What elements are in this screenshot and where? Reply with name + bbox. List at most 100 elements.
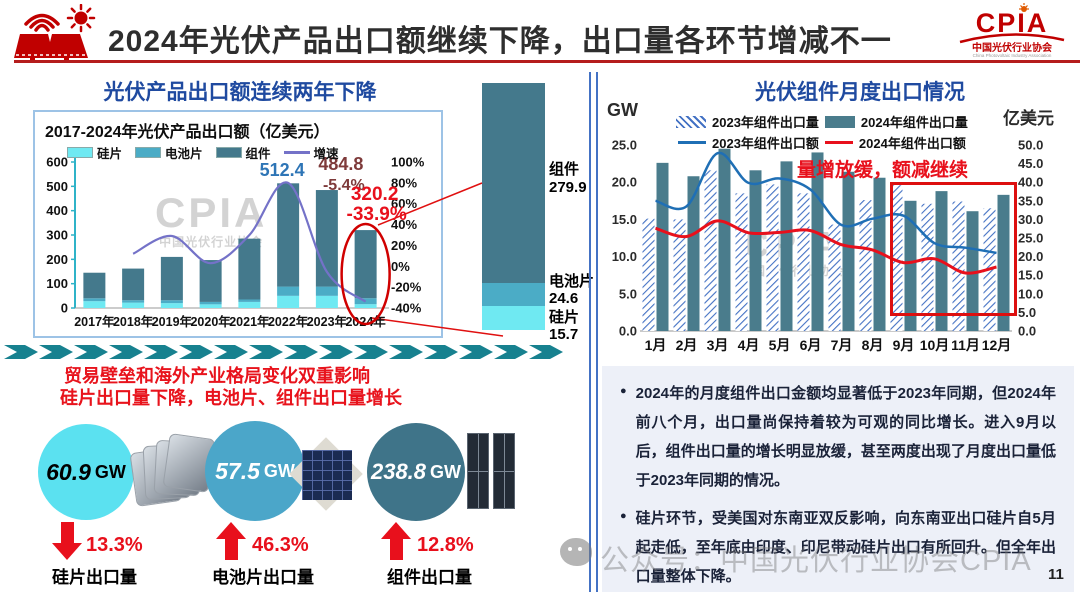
svg-text:20%: 20% <box>391 238 417 253</box>
cell-gw-value: 57.5 <box>215 457 260 484</box>
export-value-chart-box: CPIA 中国光伏行业协会 2017-2024年光伏产品出口额（亿美元） 硅片 … <box>33 110 443 338</box>
svg-text:6月: 6月 <box>800 337 822 353</box>
left-chart-title: 2017-2024年光伏产品出口额（亿美元） <box>45 124 330 141</box>
red-connector-lines <box>371 182 504 337</box>
page-number: 11 <box>1048 566 1064 583</box>
svg-text:30.0: 30.0 <box>1018 212 1043 227</box>
svg-text:0.0: 0.0 <box>619 324 637 339</box>
panel-divider-line <box>596 72 598 592</box>
bullet-dot: ● <box>620 385 627 397</box>
svg-text:5.0: 5.0 <box>1018 305 1036 320</box>
solar-module-image <box>467 433 519 511</box>
svg-text:484.8: 484.8 <box>318 154 363 174</box>
svg-text:80%: 80% <box>391 175 417 190</box>
cell-pct: 46.3% <box>252 534 309 556</box>
down-arrow-icon <box>52 522 82 560</box>
module-stat-label: 组件出口量 <box>387 568 472 587</box>
svg-text:300: 300 <box>46 228 68 243</box>
commentary-box: ● 2024年的月度组件出口金额均显著低于2023年同期，但2024年前八个月，… <box>602 366 1074 592</box>
export-value-chart: 0 100 200 300 400 500 600 -40% -20% 0% 20% 40% 60% 80… <box>46 154 425 329</box>
growth-line-swatch <box>283 151 310 154</box>
svg-text:7月: 7月 <box>831 337 853 353</box>
left-chart-legend: 硅片 电池片 组件 增速 <box>67 143 339 162</box>
svg-text:2021年: 2021年 <box>229 314 270 329</box>
svg-text:100: 100 <box>46 276 68 291</box>
wafer-stat-circle: 60.9 GW <box>38 424 134 520</box>
svg-text:2020年: 2020年 <box>190 314 231 329</box>
right-chart-legend-row2: 2023年组件出口额 2024年组件出口额 <box>678 133 966 152</box>
wafer-value: 15.7 <box>549 326 579 343</box>
page-watermark: 公众号：中国光伏行业协会CPIA <box>600 545 1032 577</box>
svg-text:45.0: 45.0 <box>1018 156 1043 171</box>
module-gw-unit: GW <box>430 461 462 482</box>
wafer-gw-unit: GW <box>94 461 126 482</box>
legend-2023-value: 2023年组件出口额 <box>712 136 819 151</box>
red-note-line1: 贸易壁垒和海外产业格局变化双重影响 <box>64 366 370 386</box>
svg-text:400: 400 <box>46 203 68 218</box>
svg-text:15.0: 15.0 <box>1018 268 1043 283</box>
svg-text:320.2: 320.2 <box>351 184 399 205</box>
svg-text:4月: 4月 <box>738 337 760 353</box>
left-panel-heading: 光伏产品出口额连续两年下降 <box>103 81 377 104</box>
wafer-swatch <box>67 147 93 158</box>
up-arrow-icon <box>216 522 246 560</box>
cpia-logo: CPIA 中国光伏行业协会 China Photovoltaic Industr… <box>959 3 1065 58</box>
cpia-logo-text: CPIA <box>976 8 1049 38</box>
svg-text:10月: 10月 <box>920 337 950 353</box>
module-value: 279.9 <box>549 179 587 196</box>
highlight-box <box>890 182 1017 316</box>
legend-module: 组件 <box>245 147 271 161</box>
right-panel-heading: 光伏组件月度出口情况 <box>755 81 965 104</box>
legend-growth: 增速 <box>313 147 339 161</box>
svg-text:20.0: 20.0 <box>1018 249 1043 264</box>
red-line-swatch <box>824 141 853 144</box>
wechat-icon <box>560 538 592 566</box>
legend-2023-volume: 2023年组件出口量 <box>712 115 819 130</box>
svg-text:600: 600 <box>46 155 68 170</box>
module-segment <box>482 83 545 283</box>
svg-text:11月: 11月 <box>951 337 980 353</box>
cell-gw-unit: GW <box>263 460 295 481</box>
chevron-divider <box>4 345 563 359</box>
header-divider <box>14 60 1080 63</box>
svg-text:2月: 2月 <box>676 337 698 353</box>
cpia-watermark: CPIA 中国光伏行业协会 <box>155 189 268 250</box>
legend-2024-volume: 2024年组件出口量 <box>860 115 968 130</box>
wafer-gw-value: 60.9 <box>46 458 91 485</box>
wafer-pct: 13.3% <box>86 534 143 556</box>
slide-title: 2024年光伏产品出口额继续下降，出口量各环节增减不一 <box>108 25 892 58</box>
legend-cell: 电池片 <box>165 147 203 161</box>
svg-text:5.0: 5.0 <box>619 286 637 301</box>
wafer-segment <box>482 306 545 330</box>
svg-text:200: 200 <box>46 252 68 267</box>
legend-2024-value: 2024年组件出口额 <box>858 136 966 151</box>
svg-text:100%: 100% <box>391 155 425 170</box>
right-chart-legend-row1: 2023年组件出口量 2024年组件出口量 <box>676 112 968 131</box>
legend-wafer: 硅片 <box>97 147 123 161</box>
svg-text:0.0: 0.0 <box>1018 324 1036 339</box>
svg-text:20.0: 20.0 <box>612 175 637 190</box>
svg-text:15.0: 15.0 <box>612 212 637 227</box>
cell-label: 电池片 <box>549 273 595 290</box>
module-swatch <box>215 147 242 158</box>
cell-value: 24.6 <box>549 290 579 307</box>
solid-bar-swatch <box>824 115 855 128</box>
right-axis-unit: 亿美元 <box>1003 109 1054 128</box>
bullet-text-1: 2024年的月度组件出口金额均显著低于2023年同期，但2024年前八个月，出口… <box>635 385 1056 489</box>
svg-text:0%: 0% <box>391 259 410 274</box>
cpia-logo-en: China Photovoltaic Industry Association <box>973 53 1052 58</box>
svg-text:-5.4%: -5.4% <box>323 177 365 194</box>
hatched-bar-swatch <box>676 115 706 128</box>
svg-text:3月: 3月 <box>707 337 729 353</box>
cell-swatch <box>135 147 162 158</box>
module-stat-circle: 238.8 GW <box>367 423 465 521</box>
svg-text:25.0: 25.0 <box>1018 231 1043 246</box>
wafer-label: 硅片 <box>549 309 580 326</box>
module-gw-value: 238.8 <box>370 459 427 484</box>
svg-text:8月: 8月 <box>862 337 884 353</box>
bullet-text-2: 硅片环节，受美国对东南亚双反影响，向东南亚出口硅片自5月起走低，至年底由印度、印… <box>635 510 1056 585</box>
bullet-item: ● 硅片环节，受美国对东南亚双反影响，向东南亚出口硅片自5月起走低，至年底由印度… <box>616 504 1056 591</box>
big-2024-stacked-bar <box>482 83 545 330</box>
svg-text:10.0: 10.0 <box>612 249 637 264</box>
